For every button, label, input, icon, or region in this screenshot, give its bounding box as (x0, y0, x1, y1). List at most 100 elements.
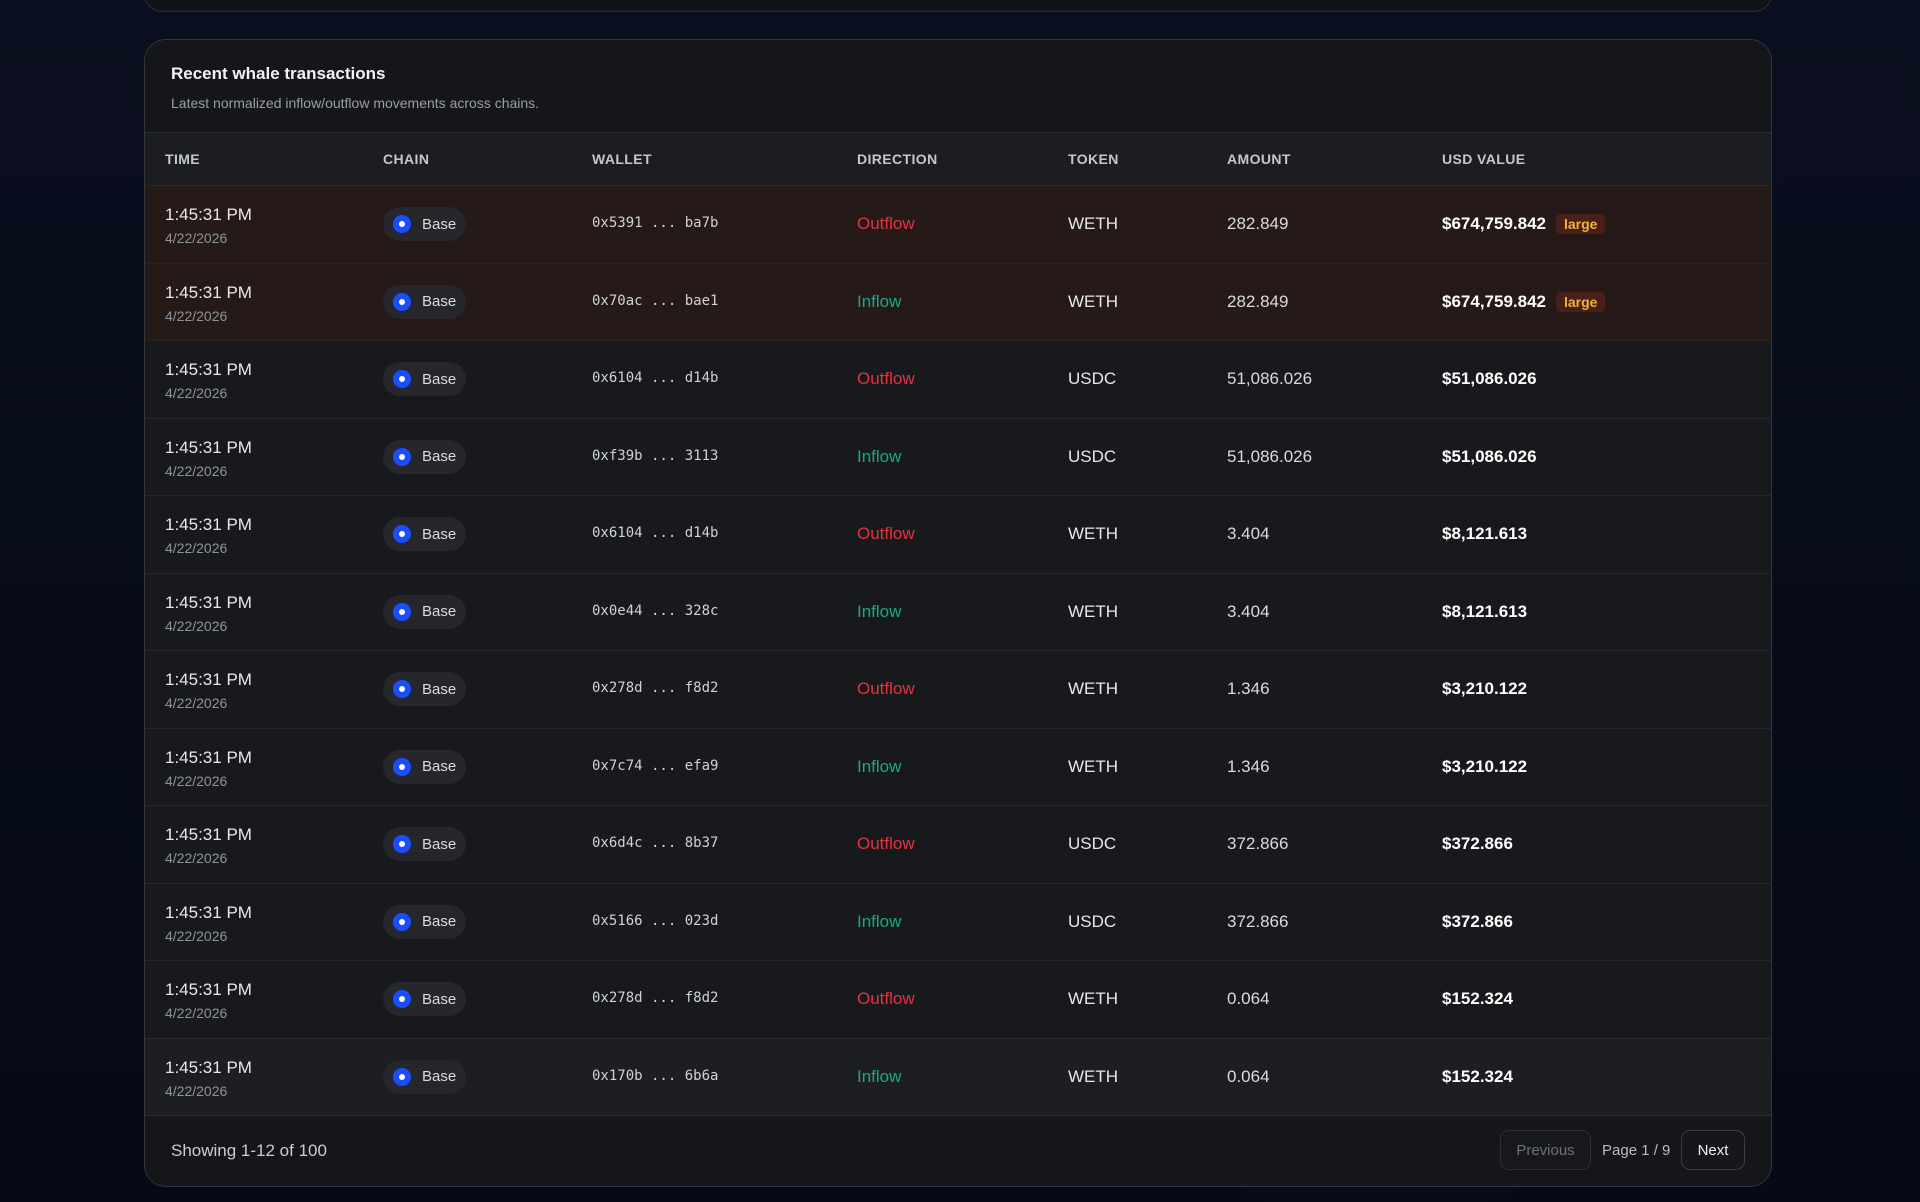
chain-badge: Base (383, 982, 467, 1016)
amount-value: 282.849 (1227, 291, 1289, 311)
direction-value: Inflow (857, 291, 902, 311)
chain-badge: Base (383, 827, 467, 861)
token-value: WETH (1068, 1066, 1119, 1086)
direction-value: Inflow (857, 1066, 902, 1086)
token-value: WETH (1068, 679, 1119, 698)
wallet-address[interactable]: 0x0e44 ... 328c (592, 602, 719, 619)
chain-label: Base (422, 835, 457, 853)
usd-value: $8,121.613 (1442, 601, 1528, 621)
wallet-address[interactable]: 0x6104 ... d14b (592, 525, 719, 541)
usd-value: $674,759.842 (1442, 214, 1546, 233)
usd-value: $152.324 (1442, 989, 1513, 1008)
column-header-direction: DIRECTION (857, 151, 938, 167)
token-value: WETH (1068, 291, 1119, 311)
chain-label: Base (422, 758, 457, 775)
usd-value-cell: $372.866 (1442, 912, 1513, 932)
token-value: USDC (1068, 369, 1117, 388)
next-page-button[interactable]: Next (1681, 1130, 1745, 1170)
wallet-address[interactable]: 0x278d ... f8d2 (592, 680, 719, 696)
amount-value: 51,086.026 (1227, 369, 1313, 388)
base-chain-icon (393, 990, 411, 1008)
column-header-time: TIME (165, 151, 201, 167)
date-value: 4/22/2026 (165, 1005, 228, 1021)
date-value: 4/22/2026 (165, 230, 228, 246)
table-row: 1:45:31 PM 4/22/2026 Base 0x170b ... 6b6… (145, 1038, 1771, 1116)
chain-badge: Base (383, 439, 467, 474)
usd-value-cell: $372.866 (1442, 834, 1513, 854)
base-chain-icon (393, 1067, 411, 1086)
chain-badge: Base (383, 749, 467, 784)
time-value: 1:45:31 PM (165, 437, 252, 457)
time-value: 1:45:31 PM (165, 670, 252, 689)
chain-label: Base (422, 680, 457, 698)
token-value: USDC (1068, 911, 1117, 931)
time-value: 1:45:31 PM (165, 282, 252, 302)
time-value: 1:45:31 PM (165, 592, 252, 612)
date-value: 4/22/2026 (165, 927, 228, 944)
table-row: 1:45:31 PM 4/22/2026 Base 0x278d ... f8d… (145, 651, 1771, 729)
token-value: WETH (1068, 756, 1119, 776)
table-row: 1:45:31 PM 4/22/2026 Base 0x6d4c ... 8b3… (145, 806, 1771, 884)
time-value: 1:45:31 PM (165, 360, 252, 379)
wallet-address[interactable]: 0x5391 ... ba7b (592, 215, 719, 231)
direction-value: Inflow (857, 756, 902, 776)
chain-badge: Base (383, 517, 467, 551)
base-chain-icon (393, 757, 411, 776)
direction-value: Inflow (857, 446, 902, 466)
previous-page-button[interactable]: Previous (1500, 1130, 1591, 1170)
table-row: 1:45:31 PM 4/22/2026 Base 0x7c74 ... efa… (145, 728, 1771, 806)
chain-label: Base (422, 370, 457, 388)
large-badge: large (1556, 214, 1606, 234)
amount-value: 372.866 (1227, 834, 1289, 853)
wallet-address[interactable]: 0xf39b ... 3113 (592, 447, 719, 464)
table-row: 1:45:31 PM 4/22/2026 Base 0x278d ... f8d… (145, 961, 1771, 1039)
wallet-address[interactable]: 0x5166 ... 023d (592, 912, 719, 929)
base-chain-icon (393, 835, 411, 853)
time-value: 1:45:31 PM (165, 205, 252, 224)
amount-value: 3.404 (1227, 524, 1270, 543)
amount-value: 0.064 (1227, 989, 1270, 1008)
date-value: 4/22/2026 (165, 617, 228, 634)
table-row: 1:45:31 PM 4/22/2026 Base 0x6104 ... d14… (145, 341, 1771, 419)
token-value: WETH (1068, 601, 1119, 621)
base-chain-icon (393, 680, 411, 698)
wallet-address[interactable]: 0x6d4c ... 8b37 (592, 835, 719, 851)
showing-count: Showing 1-12 of 100 (171, 1141, 327, 1160)
token-value: WETH (1068, 524, 1119, 543)
direction-value: Outflow (857, 989, 915, 1008)
chain-badge: Base (383, 207, 467, 241)
direction-value: Inflow (857, 911, 902, 931)
time-value: 1:45:31 PM (165, 515, 252, 534)
date-value: 4/22/2026 (165, 540, 228, 556)
chain-label: Base (422, 293, 457, 310)
table-header: TIME CHAIN WALLET DIRECTION TOKEN AMOUNT… (145, 133, 1771, 186)
large-badge: large (1556, 291, 1606, 312)
card-subtitle: Latest normalized inflow/outflow movemen… (171, 95, 540, 111)
card-header: Recent whale transactions Latest normali… (145, 40, 1771, 133)
usd-value-cell: $51,086.026 (1442, 447, 1537, 467)
table-body: 1:45:31 PM 4/22/2026 Base 0x5391 ... ba7… (145, 186, 1771, 1116)
chain-label: Base (422, 913, 457, 930)
wallet-address[interactable]: 0x7c74 ... efa9 (592, 757, 719, 774)
usd-value-cell: $152.324 (1442, 1067, 1513, 1087)
table-row: 1:45:31 PM 4/22/2026 Base 0x5166 ... 023… (145, 883, 1771, 961)
table-row: 1:45:31 PM 4/22/2026 Base 0x70ac ... bae… (145, 263, 1771, 341)
usd-value: $51,086.026 (1442, 446, 1537, 466)
wallet-address[interactable]: 0x278d ... f8d2 (592, 990, 719, 1006)
chain-badge: Base (383, 1059, 467, 1094)
wallet-address[interactable]: 0x70ac ... bae1 (592, 292, 719, 309)
wallet-address[interactable]: 0x6104 ... d14b (592, 370, 719, 386)
usd-value-cell: $674,759.842 large (1442, 291, 1606, 312)
chain-label: Base (422, 990, 457, 1008)
wallet-address[interactable]: 0x170b ... 6b6a (592, 1067, 719, 1084)
direction-value: Inflow (857, 601, 902, 621)
base-chain-icon (393, 447, 411, 466)
whale-transactions-card: Recent whale transactions Latest normali… (144, 39, 1772, 1187)
usd-value-cell: $3,210.122 (1442, 679, 1527, 699)
base-chain-icon (393, 602, 411, 621)
column-header-token: TOKEN (1068, 151, 1119, 167)
date-value: 4/22/2026 (165, 850, 228, 866)
date-value: 4/22/2026 (165, 385, 228, 401)
time-value: 1:45:31 PM (165, 902, 252, 922)
column-header-wallet: WALLET (592, 151, 652, 167)
